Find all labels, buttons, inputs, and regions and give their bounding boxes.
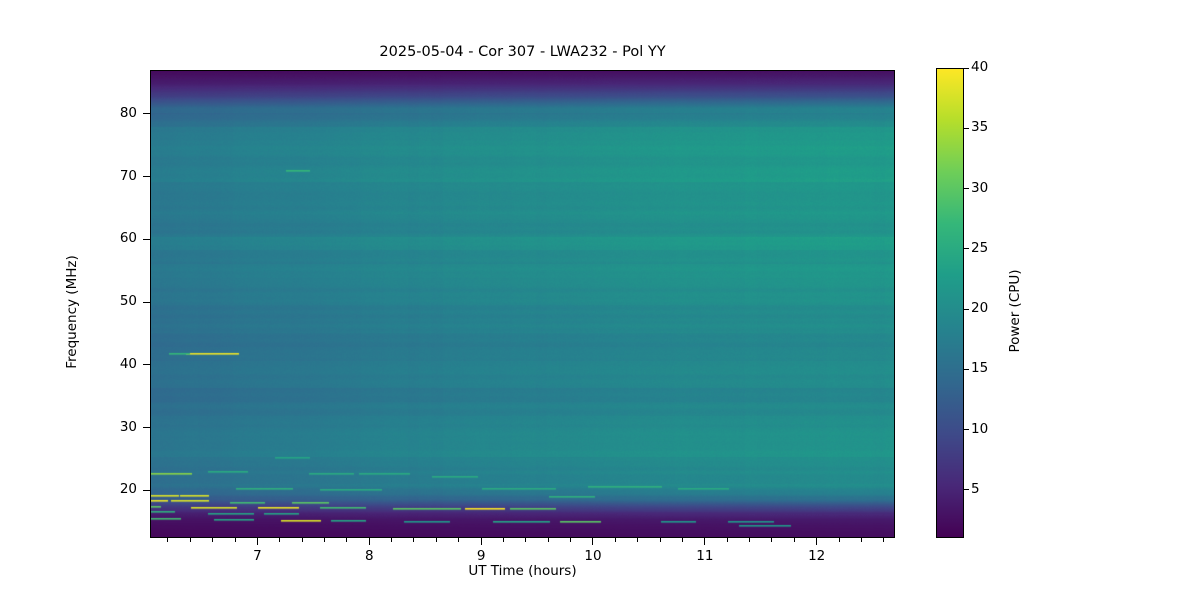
x-minor-tick-mark bbox=[189, 538, 191, 542]
colorbar-tick-mark bbox=[964, 308, 969, 310]
x-minor-tick-mark bbox=[749, 538, 751, 542]
colorbar-tick-mark bbox=[964, 429, 969, 431]
y-tick-mark bbox=[143, 427, 150, 429]
colorbar[interactable] bbox=[936, 68, 964, 538]
y-tick-mark bbox=[143, 301, 150, 303]
x-minor-tick-mark bbox=[346, 538, 348, 542]
x-tick-label: 8 bbox=[364, 548, 374, 564]
colorbar-tick-mark bbox=[964, 248, 969, 250]
x-minor-tick-mark bbox=[637, 538, 639, 542]
x-tick-mark bbox=[592, 538, 594, 545]
x-minor-tick-mark bbox=[458, 538, 460, 542]
colorbar-gradient bbox=[937, 69, 963, 537]
y-tick-label: 60 bbox=[119, 230, 137, 247]
y-tick-mark bbox=[143, 489, 150, 491]
colorbar-tick-mark bbox=[964, 489, 969, 491]
colorbar-tick-label: 40 bbox=[971, 59, 989, 75]
x-minor-tick-mark bbox=[570, 538, 572, 542]
colorbar-tick-label: 30 bbox=[971, 179, 989, 196]
colorbar-tick-label: 20 bbox=[971, 300, 989, 317]
colorbar-tick-label: 10 bbox=[971, 420, 989, 437]
colorbar-tick-mark bbox=[964, 368, 969, 370]
x-minor-tick-mark bbox=[860, 538, 862, 542]
x-minor-tick-mark bbox=[502, 538, 504, 542]
x-minor-tick-mark bbox=[301, 538, 303, 542]
x-tick-mark bbox=[256, 538, 258, 545]
x-minor-tick-mark bbox=[659, 538, 661, 542]
x-minor-tick-mark bbox=[391, 538, 393, 542]
x-minor-tick-mark bbox=[324, 538, 325, 542]
y-tick-label: 30 bbox=[119, 418, 137, 435]
colorbar-tick-label: 25 bbox=[971, 239, 989, 256]
x-minor-tick-mark bbox=[547, 538, 549, 542]
y-tick-label: 50 bbox=[119, 293, 137, 310]
colorbar-tick-label: 15 bbox=[971, 360, 989, 377]
y-tick-label: 20 bbox=[119, 481, 137, 498]
x-tick-label: 12 bbox=[808, 548, 826, 564]
spectrogram-plot-area[interactable] bbox=[150, 70, 895, 538]
x-minor-tick-mark bbox=[413, 538, 415, 542]
x-tick-label: 11 bbox=[696, 548, 714, 564]
x-minor-tick-mark bbox=[279, 538, 281, 542]
x-tick-mark bbox=[816, 538, 818, 545]
spectrogram-image bbox=[151, 71, 894, 537]
x-minor-tick-mark bbox=[525, 538, 527, 542]
y-tick-mark bbox=[143, 113, 150, 115]
y-tick-label: 70 bbox=[119, 167, 137, 184]
x-minor-tick-mark bbox=[614, 538, 616, 542]
colorbar-tick-mark bbox=[964, 188, 969, 189]
y-axis-label: Frequency (MHz) bbox=[64, 255, 80, 369]
x-minor-tick-mark bbox=[212, 538, 214, 542]
colorbar-label: Power (CPU) bbox=[1007, 269, 1023, 353]
colorbar-tick-mark bbox=[964, 127, 969, 129]
y-tick-label: 40 bbox=[119, 355, 137, 372]
colorbar-tick-label: 35 bbox=[971, 119, 989, 136]
x-tick-mark bbox=[368, 538, 370, 545]
colorbar-tick-mark bbox=[964, 67, 969, 69]
x-minor-tick-mark bbox=[726, 538, 728, 542]
x-minor-tick-mark bbox=[681, 538, 683, 542]
x-tick-mark bbox=[480, 538, 482, 545]
x-minor-tick-mark bbox=[435, 538, 437, 542]
page-title: 2025-05-04 - Cor 307 - LWA232 - Pol YY bbox=[379, 44, 666, 60]
colorbar-tick-label: 5 bbox=[971, 480, 980, 497]
x-minor-tick-mark bbox=[771, 538, 773, 542]
x-minor-tick-mark bbox=[883, 538, 885, 542]
x-tick-label: 7 bbox=[253, 548, 262, 564]
x-minor-tick-mark bbox=[793, 538, 795, 542]
y-tick-label: 80 bbox=[119, 104, 137, 121]
x-axis-label: UT Time (hours) bbox=[468, 563, 577, 579]
x-tick-label: 10 bbox=[584, 548, 602, 564]
y-tick-mark bbox=[143, 176, 150, 178]
x-minor-tick-mark bbox=[167, 538, 169, 542]
y-tick-mark bbox=[143, 364, 150, 366]
x-minor-tick-mark bbox=[234, 538, 236, 542]
x-tick-label: 9 bbox=[476, 548, 486, 564]
y-tick-mark bbox=[143, 238, 150, 240]
x-tick-mark bbox=[704, 538, 706, 545]
x-minor-tick-mark bbox=[838, 538, 840, 542]
